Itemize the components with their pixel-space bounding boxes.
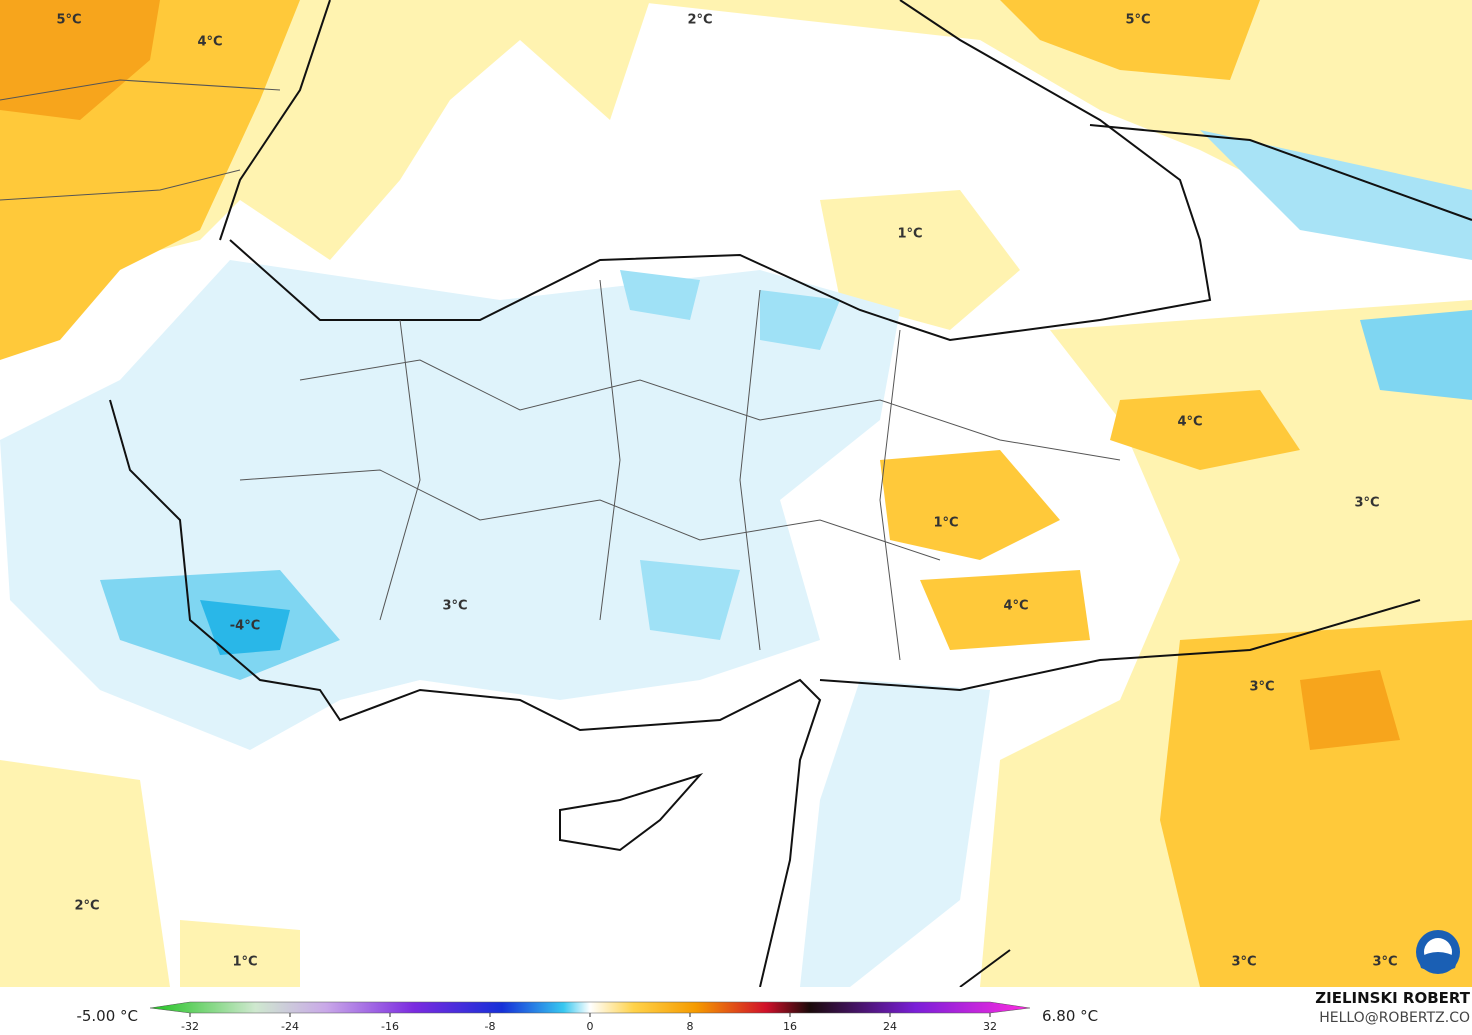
tick-label: 16 — [783, 1020, 797, 1033]
credit-name: ZIELINSKI ROBERT — [1315, 989, 1470, 1007]
tick-label: -16 — [381, 1020, 399, 1033]
temp-label: 1°C — [933, 516, 958, 531]
colorbar-ticks: -32 -24 -16 -8 0 8 16 24 32 — [181, 1013, 997, 1033]
tick-label: 32 — [983, 1020, 997, 1033]
temp-label: 5°C — [1125, 13, 1150, 28]
tick-label: 0 — [587, 1020, 594, 1033]
tick-label: -24 — [281, 1020, 299, 1033]
colorbar-min: -5.00 °C — [76, 1007, 138, 1025]
tick-label: 24 — [883, 1020, 897, 1033]
temp-label: 2°C — [74, 899, 99, 914]
temp-label: 3°C — [442, 599, 467, 614]
temp-label: 4°C — [197, 35, 222, 50]
temp-label: 3°C — [1249, 680, 1274, 695]
tick-label: -32 — [181, 1020, 199, 1033]
tick-label: 8 — [687, 1020, 694, 1033]
colorbar — [149, 1001, 1031, 1014]
temp-label: 5°C — [56, 13, 81, 28]
temp-label: 4°C — [1003, 599, 1028, 614]
temp-label: 2°C — [687, 13, 712, 28]
map-labels: 5°C 4°C 2°C 5°C 1°C 4°C 3°C 1°C 4°C 3°C … — [56, 13, 1397, 970]
noaa-logo — [1416, 930, 1460, 974]
temp-label: 1°C — [897, 227, 922, 242]
temp-label: -4°C — [230, 619, 260, 634]
temp-label: 3°C — [1372, 955, 1397, 970]
temp-label: 4°C — [1177, 415, 1202, 430]
borders — [109, 0, 1472, 988]
tick-label: -8 — [485, 1020, 496, 1033]
colorbar-max: 6.80 °C — [1042, 1007, 1098, 1025]
temp-label: 3°C — [1354, 496, 1379, 511]
temp-label: 3°C — [1231, 955, 1256, 970]
credit-email: HELLO@ROBERTZ.CO — [1319, 1010, 1470, 1026]
region-lines — [0, 79, 1121, 661]
map-background — [0, 0, 1472, 987]
temp-label: 1°C — [232, 955, 257, 970]
